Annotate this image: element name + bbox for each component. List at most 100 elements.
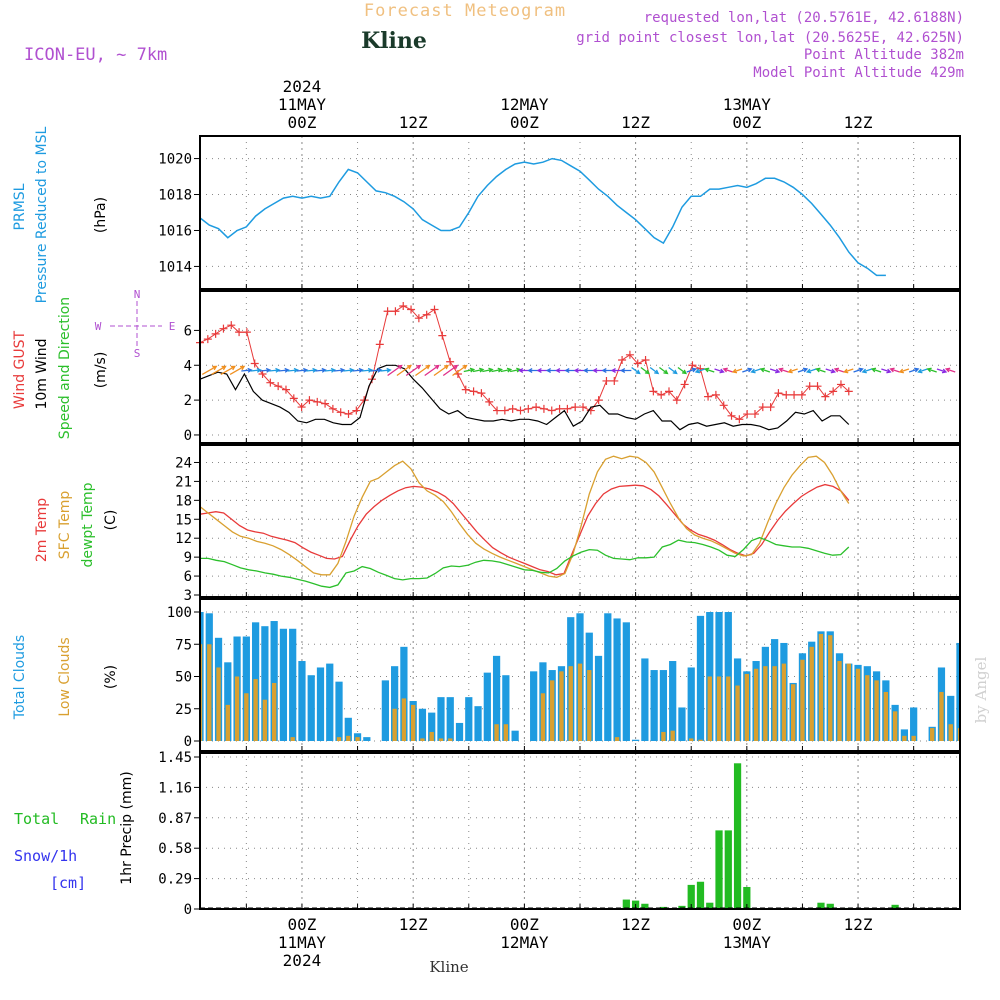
wind-direction-arrow bbox=[278, 367, 290, 373]
low-clouds-bar bbox=[716, 676, 722, 741]
point-altitude: Point Altitude 382m bbox=[804, 47, 964, 63]
wind-direction-arrow bbox=[797, 367, 809, 373]
wind-direction-arrow bbox=[870, 367, 882, 373]
wind-direction-arrow bbox=[361, 367, 374, 373]
low-clouds-bar bbox=[707, 676, 712, 741]
prmsl-label: PRMSL bbox=[12, 183, 28, 230]
wind-direction-arrow bbox=[686, 367, 698, 373]
wind-gust-point bbox=[219, 324, 228, 333]
wind-direction-arrow bbox=[889, 367, 900, 373]
low-clouds-bar bbox=[587, 670, 592, 741]
wind-gust-point bbox=[610, 376, 619, 385]
wind-gust-point bbox=[563, 404, 572, 413]
precip-tick-label: 1.45 bbox=[158, 750, 192, 766]
wind-gust-point bbox=[657, 390, 666, 399]
wind-direction-arrow bbox=[463, 367, 476, 373]
wind-direction-arrow bbox=[842, 368, 854, 374]
wind-direction-arrow bbox=[424, 364, 440, 377]
low-clouds-bar bbox=[930, 728, 935, 741]
low-clouds-bar bbox=[401, 698, 407, 741]
wind-direction-arrow bbox=[229, 365, 246, 376]
wind-direction-arrow bbox=[472, 367, 485, 373]
total-clouds-bar bbox=[326, 663, 334, 741]
wind-gust-point bbox=[446, 357, 455, 366]
total-clouds-bar bbox=[400, 646, 408, 741]
temp-tick-label: 24 bbox=[175, 455, 192, 471]
total-clouds-bar bbox=[242, 636, 250, 741]
wind-direction-arrow bbox=[619, 367, 632, 373]
wind-direction-arrow bbox=[853, 367, 864, 373]
prmsl-sublabel: Pressure Reduced to MSL bbox=[34, 126, 50, 303]
total-clouds-bar bbox=[511, 730, 519, 741]
precip-bar bbox=[706, 902, 714, 909]
wind-direction-arrow bbox=[287, 367, 300, 373]
wind-gust-point bbox=[242, 328, 251, 337]
pressure-tick-label: 1018 bbox=[158, 188, 192, 204]
wind-gust-point bbox=[289, 394, 298, 403]
wind-direction-arrow bbox=[694, 368, 706, 374]
wind-direction-arrow bbox=[881, 368, 892, 374]
compass-icon: N S W E bbox=[95, 288, 176, 360]
wind-gust-point bbox=[328, 404, 337, 413]
low-clouds-bar bbox=[957, 728, 960, 741]
low-clouds-bar bbox=[234, 676, 240, 741]
total-clouds-bar bbox=[956, 642, 960, 741]
top-year-label: 2024 bbox=[283, 77, 322, 96]
precip-tick-label: 0.58 bbox=[158, 841, 192, 857]
wind-gust-point bbox=[774, 389, 783, 398]
wind-gust-point bbox=[594, 396, 603, 405]
location-title: Kline bbox=[361, 28, 427, 54]
wind-direction-arrow bbox=[433, 364, 450, 377]
low-clouds-bar bbox=[753, 668, 759, 741]
low-clouds-bar bbox=[846, 663, 851, 741]
precip-bar bbox=[733, 763, 742, 909]
data-marks bbox=[196, 157, 960, 909]
wind-gust-point bbox=[758, 403, 767, 412]
low-clouds-bar bbox=[818, 633, 824, 741]
low-clouds-bar bbox=[290, 737, 295, 741]
low-clouds-bar bbox=[503, 724, 509, 741]
wind-gust-point bbox=[227, 321, 236, 330]
precip-bar bbox=[622, 899, 630, 909]
temp-tick-label: 3 bbox=[184, 588, 192, 604]
low-clouds-bar bbox=[781, 663, 787, 741]
low-clouds-bar bbox=[698, 739, 703, 741]
wind-gust-point bbox=[313, 397, 322, 406]
low-clouds-bar bbox=[216, 667, 221, 741]
total-clouds-label: Total Clouds bbox=[12, 635, 28, 720]
wind-direction-arrow bbox=[640, 366, 650, 375]
low-clouds-bar bbox=[726, 676, 731, 741]
low-clouds-bar bbox=[911, 735, 916, 741]
wind-10m-label: 10m Wind bbox=[34, 338, 50, 409]
wind-gust-point bbox=[477, 389, 486, 398]
wind-gust-point bbox=[235, 328, 244, 337]
wind-direction-arrow bbox=[714, 368, 725, 374]
total-clouds-bar bbox=[446, 697, 454, 741]
low-clouds-bar bbox=[550, 680, 555, 741]
wind-direction-arrow bbox=[405, 364, 422, 377]
wind-gust-label: Wind GUST bbox=[12, 330, 28, 409]
wind-direction-arrow bbox=[352, 367, 364, 373]
wind-direction-arrow bbox=[787, 368, 798, 374]
wind-direction-arrow bbox=[396, 364, 413, 377]
low-clouds-bar bbox=[800, 659, 805, 741]
wind-gust-point bbox=[321, 399, 330, 408]
wind-direction-arrow bbox=[250, 367, 262, 373]
clouds-tick-label: 50 bbox=[175, 670, 192, 686]
wind-direction-arrow bbox=[201, 365, 218, 376]
top-time-label: 00Z bbox=[732, 113, 761, 132]
low-clouds-bar bbox=[429, 731, 434, 741]
wind-gust-point bbox=[602, 376, 611, 385]
total-clouds-bar bbox=[289, 628, 297, 741]
pressure-unit: (hPa) bbox=[93, 197, 109, 233]
wind-direction-arrow bbox=[482, 367, 494, 373]
wind-gust-point bbox=[203, 335, 212, 344]
wind-gust-point bbox=[680, 380, 689, 389]
precip-bar bbox=[817, 902, 825, 909]
low-clouds-bar bbox=[262, 699, 268, 741]
low-clouds-bar bbox=[577, 663, 583, 741]
total-clouds-bar bbox=[474, 706, 482, 741]
wind-direction-arrow bbox=[259, 367, 272, 373]
wind-gust-point bbox=[750, 410, 759, 419]
total-clouds-bar bbox=[947, 695, 955, 741]
